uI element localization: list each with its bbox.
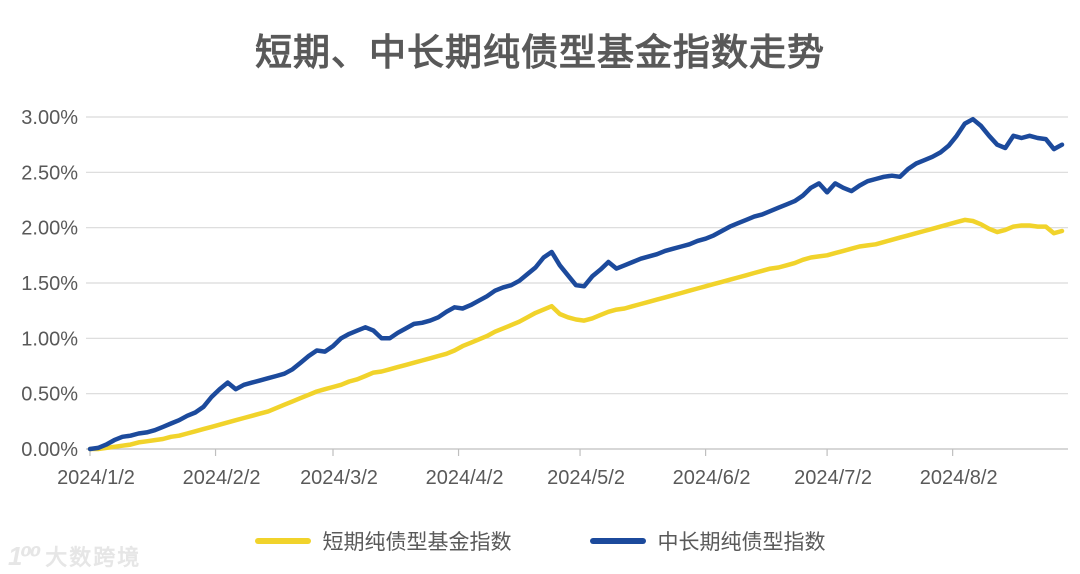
x-axis-label: 2024/6/2	[673, 467, 751, 489]
series-line-short-term	[87, 217, 1065, 452]
y-axis-label: 1.00%	[21, 328, 78, 350]
x-axis-label: 2024/3/2	[300, 467, 378, 489]
legend-label-medium-long-term: 中长期纯债型指数	[657, 531, 826, 554]
x-axis-label: 2024/5/2	[547, 467, 625, 489]
x-axis-label: 2024/8/2	[920, 467, 998, 489]
watermark: 1⁰⁰ 大数跨境	[8, 540, 141, 572]
x-axis-label: 2024/2/2	[183, 467, 261, 489]
legend-label-short-term: 短期纯债型基金指数	[322, 531, 512, 554]
x-axis-label: 2024/7/2	[794, 467, 872, 489]
legend-item-medium-long-term: 中长期纯债型指数	[589, 526, 826, 556]
y-axis-label: 2.00%	[21, 218, 78, 240]
y-axis-label: 1.50%	[21, 273, 78, 295]
watermark-text: 大数跨境	[45, 545, 142, 570]
chart-title: 短期、中长期纯债型基金指数走势	[255, 32, 825, 73]
y-axis-label: 0.00%	[21, 439, 78, 461]
short-term-line-swatch	[254, 538, 311, 544]
y-axis-label: 0.50%	[21, 384, 78, 406]
legend: 短期纯债型基金指数 中长期纯债型指数	[0, 526, 1080, 556]
legend-item-short-term: 短期纯债型基金指数	[254, 526, 512, 556]
x-axis-label: 2024/1/2	[57, 467, 135, 489]
y-axis-label: 3.00%	[21, 107, 78, 129]
watermark-logo-icon: 1⁰⁰	[8, 540, 41, 571]
y-axis-label: 2.50%	[21, 162, 78, 184]
x-axis-label: 2024/4/2	[426, 467, 504, 489]
medium-long-term-line-swatch	[589, 538, 646, 544]
series-line-medium-long-term	[87, 116, 1065, 452]
